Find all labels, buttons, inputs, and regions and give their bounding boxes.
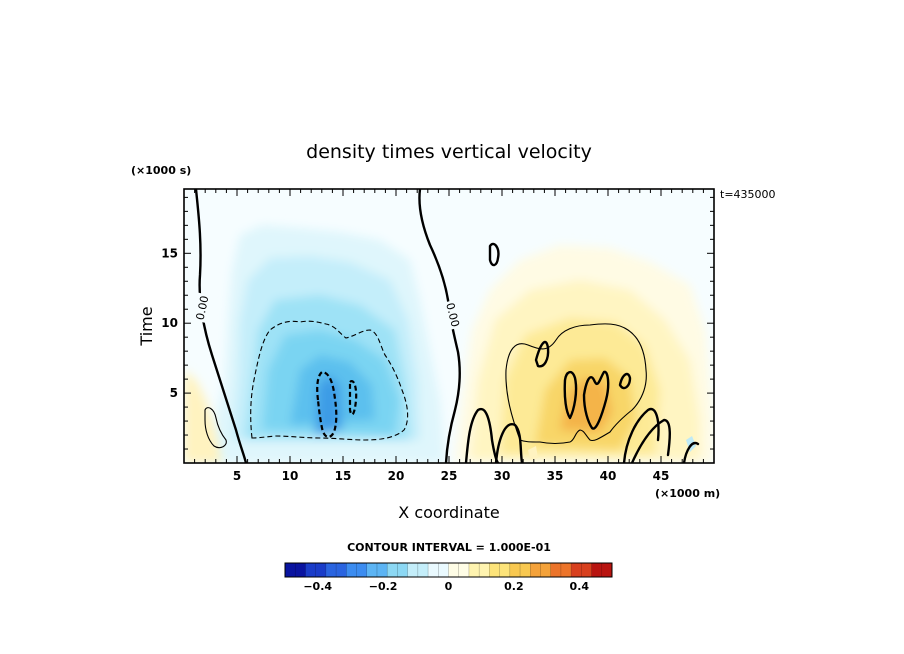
colorbar-cell [346, 563, 357, 577]
axis-ticks: 5 10 15 20 25 30 35 40 45 5 10 15 [161, 189, 714, 483]
x-tick-label: 25 [441, 469, 458, 483]
x-axis-unit: (×1000 m) [655, 487, 720, 500]
colorbar-cell [509, 563, 521, 577]
colorbar-cell [530, 563, 541, 577]
colorbar-tick-label: 0.2 [504, 580, 524, 593]
colorbar-tick-label: 0.4 [570, 580, 590, 593]
colorbar-cell [499, 563, 511, 577]
y-tick-label: 15 [161, 246, 178, 260]
x-tick-label: 35 [547, 469, 564, 483]
x-tick-label: 20 [388, 469, 405, 483]
colorbar-cell [581, 563, 592, 577]
colorbar-cell [540, 563, 551, 577]
x-tick-label: 40 [600, 469, 617, 483]
colorbar-tick-label: −0.4 [303, 580, 332, 593]
x-tick-label: 10 [282, 469, 299, 483]
svg-text:0.00: 0.00 [194, 295, 212, 322]
colorbar-cell [520, 563, 531, 577]
x-tick-label: 5 [233, 469, 241, 483]
colorbar-cell [571, 563, 582, 577]
x-axis-label: X coordinate [398, 503, 499, 522]
colorbar-cell [448, 563, 460, 577]
colorbar-cell [397, 563, 408, 577]
colorbar-cell [428, 563, 439, 577]
svg-text:0.00: 0.00 [443, 301, 462, 328]
colorbar-cell [285, 563, 296, 577]
colorbar-cell [305, 563, 316, 577]
colorbar-cell [479, 563, 490, 577]
colorbar-cell [489, 563, 500, 577]
zero-label-right: 0.00 [443, 299, 465, 330]
colorbar-tick-label: −0.2 [369, 580, 398, 593]
colorbar-cell [315, 563, 327, 577]
contour-interval-text: CONTOUR INTERVAL = 1.000E-01 [347, 541, 551, 554]
colorbar-cell [458, 563, 470, 577]
colorbar-cell [417, 563, 429, 577]
negative-contours [250, 320, 409, 441]
x-tick-label: 30 [494, 469, 511, 483]
colorbar-cell [438, 563, 449, 577]
y-tick-label: 5 [170, 386, 178, 400]
colorbar-cell [366, 563, 378, 577]
heatmap-field: 0.00 0.00 [184, 189, 714, 463]
colorbar-cell [468, 563, 480, 577]
colorbar-cell [336, 563, 347, 577]
colorbar-tick-label: 0 [445, 580, 453, 593]
colorbar-cell [325, 563, 337, 577]
y-tick-label: 10 [161, 316, 178, 330]
positive-contours [204, 323, 647, 449]
colorbar-cell [387, 563, 398, 577]
colorbar-cell [295, 563, 306, 577]
colorbar-tick-labels: −0.4 −0.2 0 0.2 0.4 [303, 580, 589, 593]
colorbar-cell [591, 563, 603, 577]
colorbar-cell [601, 563, 613, 577]
colorbar-cell [560, 563, 572, 577]
colorbar [284, 562, 613, 578]
time-label: t=435000 [720, 188, 776, 201]
colorbar-cell [550, 563, 562, 577]
y-axis-unit: (×1000 s) [131, 164, 191, 177]
strong-negative-contours [316, 370, 358, 438]
x-tick-label: 45 [653, 469, 670, 483]
chart-title: density times vertical velocity [306, 141, 592, 163]
y-axis-label: Time [137, 306, 156, 346]
zero-label-left: 0.00 [191, 292, 211, 323]
x-tick-label: 15 [335, 469, 352, 483]
colorbar-cell [407, 563, 419, 577]
colorbar-cell [356, 563, 368, 577]
colorbar-frame [284, 562, 613, 578]
colorbar-cell [376, 563, 388, 577]
